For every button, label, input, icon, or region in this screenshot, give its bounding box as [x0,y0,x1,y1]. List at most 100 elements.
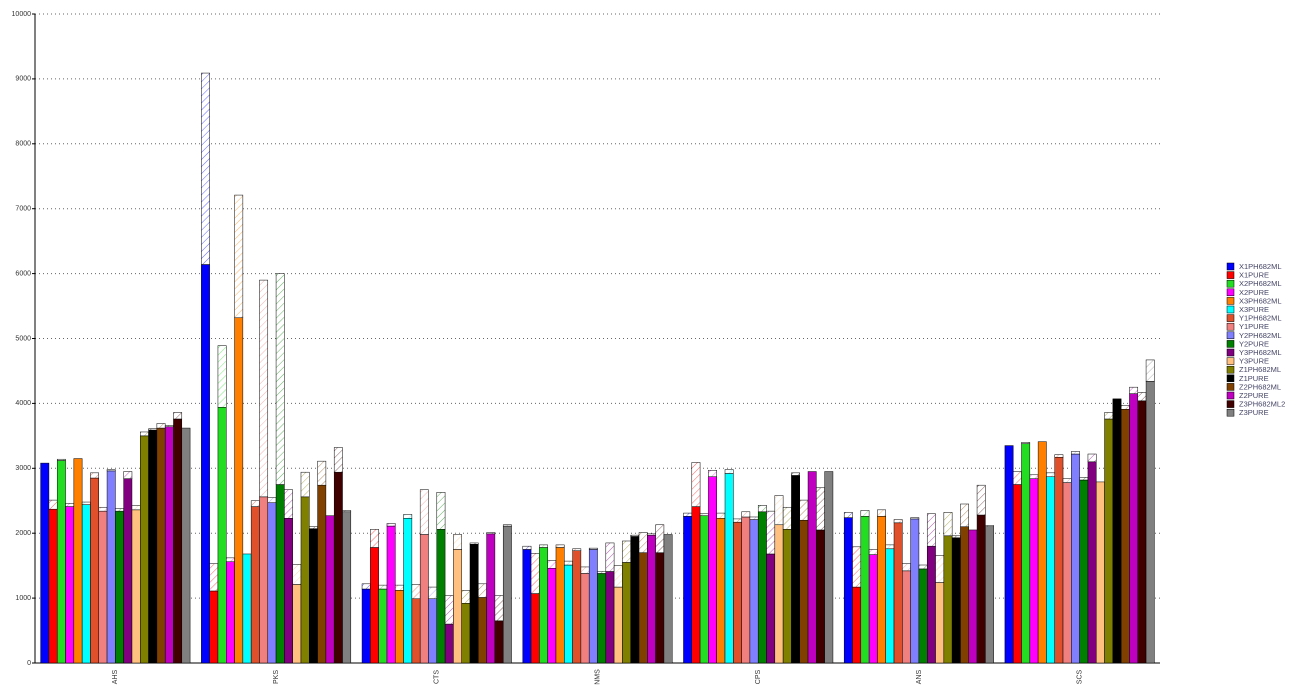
bar [148,429,158,664]
bar [605,571,615,664]
legend-swatch [1226,340,1235,348]
bar-hatched [741,511,751,518]
bar-hatched [1046,472,1055,477]
bar [860,516,870,664]
bar [65,506,75,664]
bar-hatched [799,499,809,521]
bar-hatched [885,544,895,550]
bar [259,496,269,664]
y-tick-label: 8000 [15,141,31,148]
bar [123,478,133,664]
bar [766,553,776,664]
bar-hatched [370,529,379,548]
bar [622,562,631,664]
bar [774,524,784,664]
bar [647,534,656,664]
bar [325,515,335,664]
bar-hatched [56,458,66,461]
bar [453,549,462,664]
bar [395,590,404,664]
bar-hatched [317,460,327,486]
bar [98,510,108,664]
bar [250,506,260,664]
bar-hatched [1120,405,1130,410]
bar [960,526,969,664]
bar-hatched [655,524,665,553]
bar [877,516,886,664]
bar-hatched [910,517,920,520]
legend-label: Y3PH682ML [1239,348,1282,357]
bar-hatched [877,509,886,517]
y-tick-label: 4000 [15,400,31,407]
bar [209,590,219,664]
bar [436,529,446,664]
bar-hatched [156,423,166,429]
bar [749,519,759,664]
bar-hatched [985,525,994,527]
bar-hatched [951,535,961,538]
bar [630,536,640,664]
bar [741,516,751,664]
bar [699,515,709,664]
x-tick-label: AHS [112,669,119,684]
y-tick-label: 10000 [12,11,32,18]
bar [419,534,429,664]
bar-hatched [90,472,99,479]
bar [181,427,191,664]
legend-swatch [1226,383,1235,391]
bar-hatched [630,534,640,537]
bar [1029,478,1039,664]
bar-hatched [428,586,438,599]
bar [791,475,800,664]
legend-label: Z1PH682ML [1239,365,1281,374]
bar [131,509,141,664]
bar [428,598,438,664]
legend-swatch [1226,297,1235,305]
y-tick-label: 3000 [15,465,31,472]
bar-hatched [469,542,479,545]
legend-label: X2PH682ML [1239,279,1282,288]
bar [164,426,174,664]
bar-hatched [1129,386,1139,394]
x-tick-label: CPS [755,669,762,684]
bar-hatched [292,564,302,585]
bar-hatched [605,542,615,572]
bar-hatched [572,548,582,551]
bar [494,620,504,664]
bar-hatched [1079,477,1089,481]
bar [824,471,834,664]
bar-hatched [48,499,58,510]
bar-hatched [403,514,413,519]
y-tick-label: 2000 [15,530,31,537]
y-tick-label: 0 [27,660,31,667]
bar [461,603,471,664]
bar-hatched [766,510,776,555]
bar [317,484,327,664]
bar [1079,479,1089,664]
bar-hatched [259,279,269,498]
bar-hatched [791,472,800,476]
legend-swatch [1226,322,1235,331]
bar-hatched [164,425,174,428]
bar [843,517,853,664]
bar [502,525,512,664]
bar-hatched [843,512,853,518]
legend-label: Z1PURE [1239,374,1269,383]
bar [893,522,903,664]
bar [370,547,379,664]
bar-hatched [530,553,540,594]
legend-swatch [1226,400,1235,408]
bar [1004,445,1014,664]
bar-hatched [250,500,260,507]
bar-hatched [638,532,648,553]
bar [985,526,994,664]
legend-swatch [1226,348,1235,357]
bar-hatched [65,503,75,507]
bar [547,567,557,664]
bar [292,584,302,664]
bar-hatched [234,194,244,318]
bar [115,510,124,664]
bar-hatched [716,512,726,519]
legend-swatch [1226,314,1235,322]
bar [242,553,252,664]
